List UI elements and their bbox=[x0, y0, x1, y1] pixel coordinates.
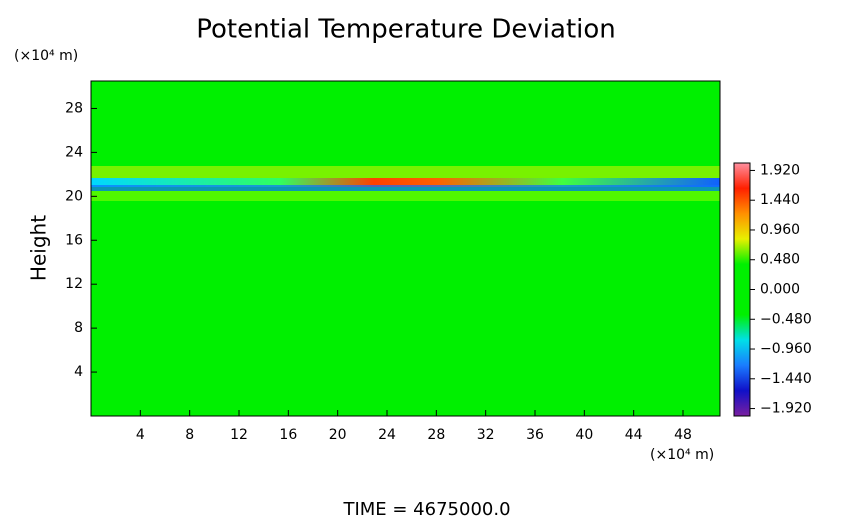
y-tick-label: 12 bbox=[65, 276, 83, 292]
y-tick-label: 24 bbox=[65, 144, 83, 160]
colorbar bbox=[733, 162, 751, 417]
y-unit: (×10⁴ m) bbox=[14, 48, 78, 64]
x-tick-label: 24 bbox=[378, 427, 396, 443]
x-tick-label: 48 bbox=[674, 427, 692, 443]
x-tick-label: 36 bbox=[526, 427, 544, 443]
field-band bbox=[91, 178, 720, 187]
colorbar-tick-label: 1.920 bbox=[760, 162, 800, 178]
colorbar-tick-label: 1.440 bbox=[760, 192, 800, 208]
field-band bbox=[91, 166, 720, 180]
x-tick-label: 20 bbox=[329, 427, 347, 443]
y-tick-label: 28 bbox=[65, 100, 83, 116]
field bbox=[91, 81, 720, 416]
x-unit: (×10⁴ m) bbox=[650, 447, 714, 463]
x-tick-label: 12 bbox=[230, 427, 248, 443]
colorbar-tick-label: 0.960 bbox=[760, 222, 800, 238]
x-tick-label: 8 bbox=[185, 427, 194, 443]
footer: TIME = 4675000.0 bbox=[342, 499, 510, 519]
y-tick-label: 20 bbox=[65, 188, 83, 204]
y-tick-label: 4 bbox=[74, 364, 83, 380]
y-tick-label: 8 bbox=[74, 320, 83, 336]
x-tick-label: 4 bbox=[136, 427, 145, 443]
colorbar-tick-label: 0.000 bbox=[760, 282, 800, 298]
field-background bbox=[91, 81, 720, 416]
chart-title: Potential Temperature Deviation bbox=[196, 15, 616, 45]
colorbar-tick-label: −0.480 bbox=[760, 311, 812, 327]
y-tick-label: 16 bbox=[65, 232, 83, 248]
y-label: Height bbox=[27, 215, 51, 281]
plot-frame bbox=[90, 80, 721, 417]
x-tick-label: 16 bbox=[279, 427, 297, 443]
colorbar-tick-label: −1.440 bbox=[760, 371, 812, 387]
field-band bbox=[91, 185, 720, 191]
x-tick-label: 32 bbox=[477, 427, 495, 443]
colorbar-tick-label: 0.480 bbox=[760, 252, 800, 268]
x-tick-label: 28 bbox=[427, 427, 445, 443]
x-tick-label: 44 bbox=[625, 427, 643, 443]
x-tick-label: 40 bbox=[575, 427, 593, 443]
colorbar-tick-label: −1.920 bbox=[760, 401, 812, 417]
field-band bbox=[91, 191, 720, 201]
colorbar-tick-label: −0.960 bbox=[760, 341, 812, 357]
